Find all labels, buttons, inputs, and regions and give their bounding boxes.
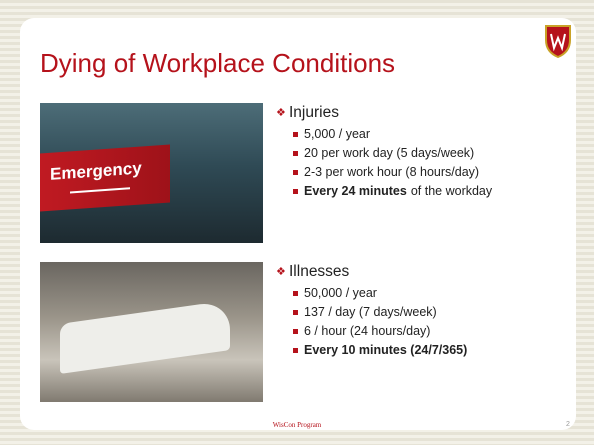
page-number: 2 bbox=[566, 421, 570, 428]
slide-title: Dying of Workplace Conditions bbox=[40, 48, 395, 79]
bullet-bold: Every 10 minutes (24/7/365) bbox=[304, 343, 467, 357]
bullet: Every 24 minutes of the workday bbox=[276, 182, 492, 201]
footer: WisCon Program bbox=[0, 421, 594, 429]
section-heading: Injuries bbox=[276, 103, 492, 125]
emergency-sign: Emergency bbox=[40, 144, 170, 211]
bullet: 2-3 per work hour (8 hours/day) bbox=[276, 163, 492, 182]
hospital-bed-photo bbox=[40, 262, 263, 402]
emergency-photo: Emergency bbox=[40, 103, 263, 243]
section-heading: Illnesses bbox=[276, 262, 467, 284]
section: Injuries 5,000 / year 20 per work day (5… bbox=[276, 103, 492, 201]
bullet-text: of the workday bbox=[411, 184, 492, 198]
bullet: 5,000 / year bbox=[276, 125, 492, 144]
bullet-bold: Every 24 minutes bbox=[304, 184, 407, 198]
bullet: Every 10 minutes (24/7/365) bbox=[276, 341, 467, 360]
bullet: 50,000 / year bbox=[276, 284, 467, 303]
sign-text: Emergency bbox=[50, 158, 142, 184]
bullet: 6 / hour (24 hours/day) bbox=[276, 322, 467, 341]
slide: Dying of Workplace Conditions Emergency … bbox=[0, 0, 594, 445]
bullet: 137 / day (7 days/week) bbox=[276, 303, 467, 322]
crest bbox=[544, 24, 572, 58]
section: Illnesses 50,000 / year 137 / day (7 day… bbox=[276, 262, 467, 360]
bullet: 20 per work day (5 days/week) bbox=[276, 144, 492, 163]
